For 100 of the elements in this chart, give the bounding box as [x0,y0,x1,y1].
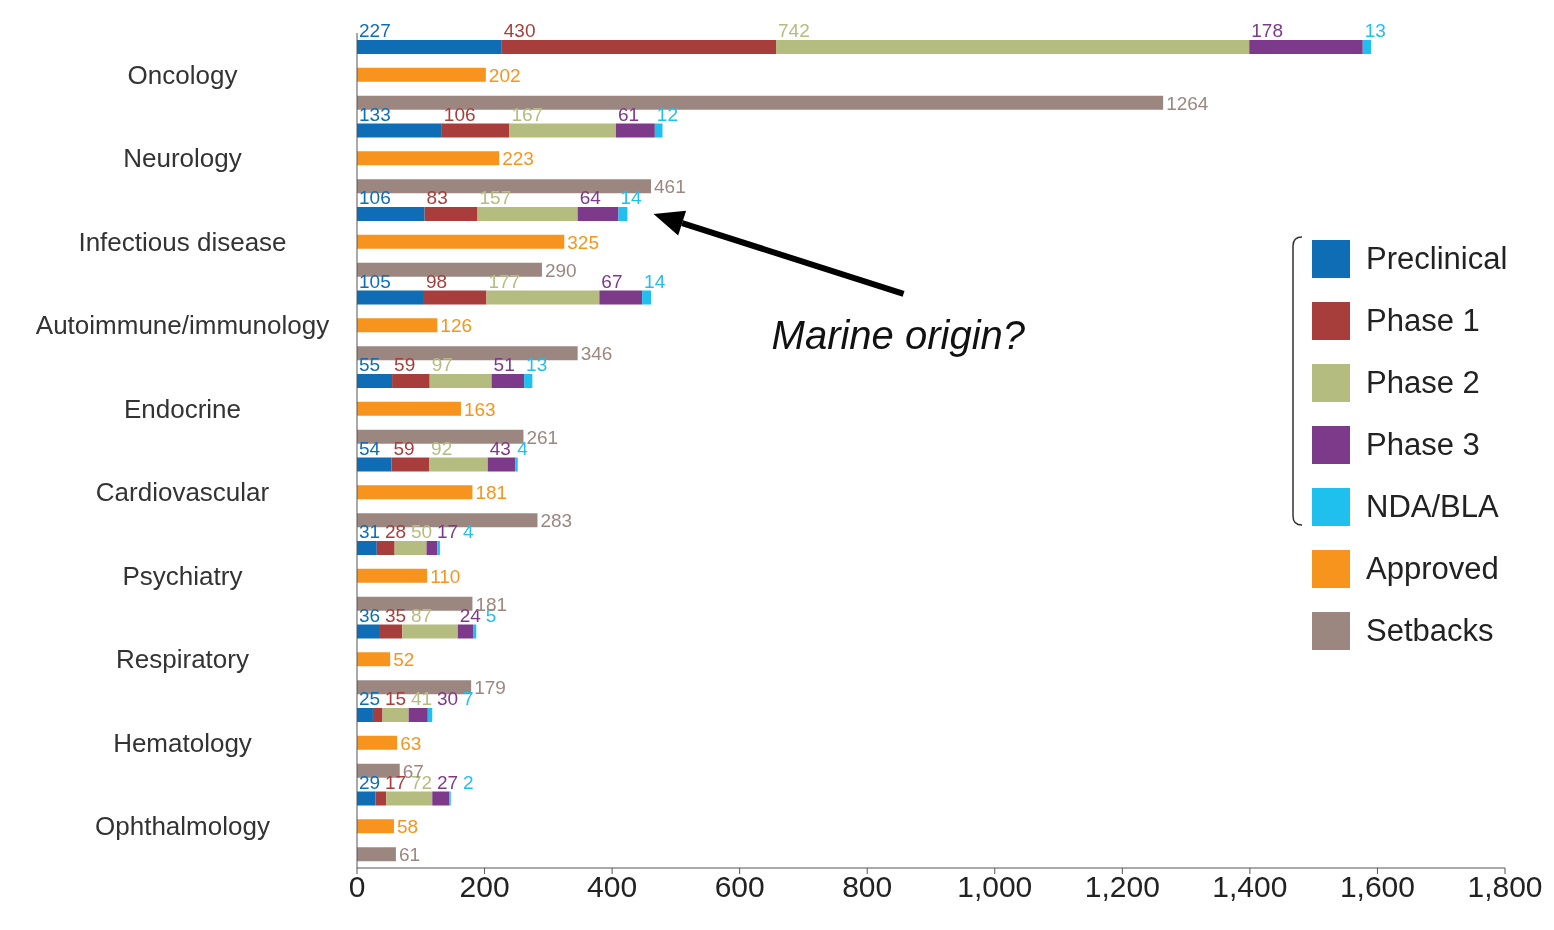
data-label: 290 [544,259,577,281]
bar [509,123,616,138]
bar [501,40,777,54]
x-tick-label: 400 [587,870,638,904]
bar [615,123,655,138]
data-label: 83 [426,187,448,208]
data-label: 223 [502,148,534,170]
bar [473,624,477,639]
bar [357,374,393,388]
y-tick-label: Psychiatry [122,560,243,591]
y-tick-label: Ophthalmology [95,811,270,842]
bar [424,207,478,221]
data-label: 50 [411,521,433,542]
data-label: 87 [411,604,433,626]
x-tick-label: 1,000 [957,870,1033,904]
bar [776,40,1250,54]
bar [357,819,394,834]
bar [577,207,619,221]
data-label: 12 [656,103,678,125]
y-tick-label: Endocrine [123,393,242,424]
data-label: 41 [411,688,433,709]
bar [357,151,500,166]
x-tick-label: 1,600 [1339,870,1415,904]
bar [357,67,486,82]
y-tick-label: Autoimmune/immunology [35,310,330,341]
bar [357,429,524,444]
bar [654,123,663,138]
x-tick-label: 200 [459,870,510,904]
annotation: Marine origin? [771,312,1026,357]
bar [491,374,525,388]
bar [423,290,487,305]
data-label: 430 [503,20,536,41]
data-label: 4 [463,521,474,542]
data-label: 106 [359,187,391,208]
x-tick-label: 600 [714,870,765,904]
data-label: 346 [580,343,613,365]
data-label: 126 [440,315,473,337]
y-tick-label: Infectious disease [78,226,287,257]
data-label: 27 [437,771,459,793]
bar [357,541,377,555]
bar [357,791,376,806]
x-tick-label: 1,400 [1212,870,1288,904]
data-label: 106 [443,103,476,125]
x-tick-label: 1,800 [1467,870,1543,904]
bar [376,541,395,555]
bar [357,485,473,500]
bar [437,541,440,555]
bar [1249,40,1363,54]
bar [382,708,409,722]
data-label: 14 [644,270,666,292]
bar [357,262,542,277]
bar [426,541,438,555]
bar [357,95,1164,110]
x-tick-label: 1,200 [1084,870,1160,904]
data-label: 61 [617,103,640,125]
data-label: 29 [359,771,381,793]
legend-label: Phase 1 [1366,303,1480,339]
data-label: 13 [1364,20,1386,41]
bar [524,374,533,388]
data-label: 325 [567,231,599,253]
data-label: 59 [393,437,415,459]
x-tick-label: 0 [348,870,366,904]
bar [441,123,510,138]
y-tick-label: Hematology [113,727,252,758]
bar [402,624,458,639]
data-label: 105 [359,270,391,292]
data-label: 1264 [1166,92,1209,114]
data-label: 14 [620,187,643,208]
x-tick-label: 800 [842,870,893,904]
data-label: 25 [359,688,381,709]
bar [642,290,652,305]
data-label: 30 [437,688,459,709]
bar [357,652,391,667]
data-label: 63 [400,732,422,754]
bar [599,290,643,305]
data-label: 283 [540,510,573,532]
bar [1362,40,1372,54]
y-tick-label: Neurology [123,143,242,174]
data-label: 4 [517,437,529,459]
bar [429,457,488,472]
bar [357,457,392,472]
data-label: 177 [488,270,521,292]
bar [357,318,438,333]
legend-label: NDA/BLA [1366,489,1499,525]
data-label: 202 [488,64,521,86]
y-tick-label: Respiratory [116,644,249,675]
data-label: 178 [1251,20,1283,41]
bar [372,708,383,722]
bar [394,541,427,555]
legend-label: Phase 3 [1366,427,1480,463]
data-label: 67 [601,270,623,292]
data-label: 59 [394,354,416,375]
y-tick-label: Oncology [127,59,238,90]
data-label: 227 [359,20,391,41]
data-label: 54 [359,437,381,459]
bar [357,735,398,750]
data-label: 133 [359,103,391,125]
bar [357,123,442,138]
bar [391,457,430,472]
data-label: 36 [359,604,381,626]
